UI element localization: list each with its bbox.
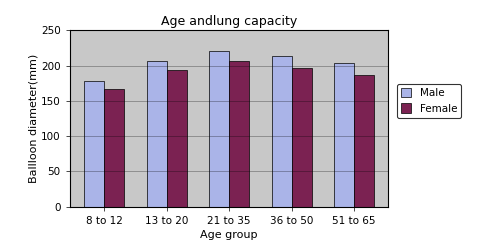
Bar: [84, 81, 104, 207]
Legend: Male, Female: Male, Female: [397, 84, 462, 118]
Bar: [271, 56, 291, 207]
Bar: [167, 71, 187, 207]
Bar: [229, 60, 249, 207]
Bar: [291, 68, 312, 207]
Title: Age andlung capacity: Age andlung capacity: [161, 15, 297, 28]
Bar: [209, 51, 229, 207]
Y-axis label: Ballloon diameter(mm): Ballloon diameter(mm): [28, 54, 38, 183]
Bar: [146, 60, 167, 207]
Bar: [104, 89, 124, 207]
Bar: [354, 75, 374, 207]
X-axis label: Age group: Age group: [200, 230, 258, 240]
Bar: [334, 64, 354, 207]
